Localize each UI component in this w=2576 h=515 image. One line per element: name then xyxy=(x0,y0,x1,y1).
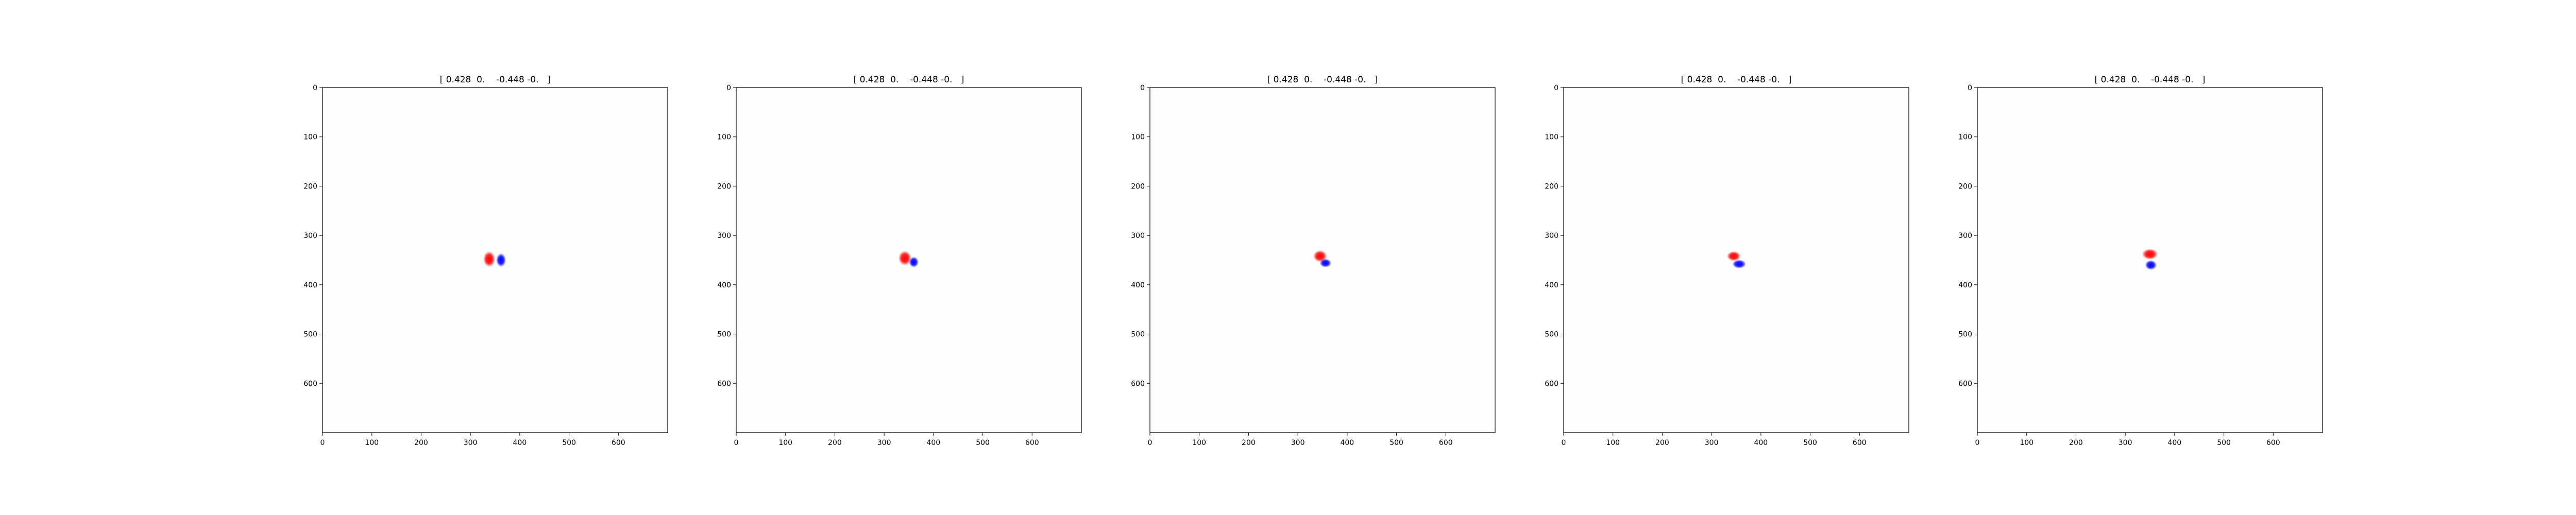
heatmap-image xyxy=(1313,250,1332,268)
x-tick-label: 500 xyxy=(562,439,576,447)
y-tick-label: 200 xyxy=(717,182,731,191)
y-tick-label: 0 xyxy=(1140,84,1145,92)
y-tick-label: 300 xyxy=(717,232,731,240)
x-tick-label: 300 xyxy=(2119,439,2132,447)
y-tick-label: 300 xyxy=(1131,232,1145,240)
panel-4: [ 0.428 0. -0.448 -0. ] 0 100 200 300 400 500 6… xyxy=(1545,75,1909,447)
x-tick-label: 200 xyxy=(414,439,428,447)
y-tick-label: 200 xyxy=(1958,182,1972,191)
x-tick-label: 0 xyxy=(320,439,325,447)
x-tick-label: 300 xyxy=(1705,439,1719,447)
y-tick-label: 0 xyxy=(1554,84,1558,92)
blob-negative xyxy=(909,256,919,268)
heatmap-image xyxy=(898,250,919,268)
chart-title: [ 0.428 0. -0.448 -0. ] xyxy=(2095,75,2206,85)
x-tick-label: 100 xyxy=(2020,439,2033,447)
y-tick-label: 400 xyxy=(303,281,317,289)
y-tick-label: 600 xyxy=(303,380,317,388)
y-tick-label: 600 xyxy=(1958,380,1972,388)
x-tick-label: 400 xyxy=(1340,439,1354,447)
y-tick-label: 100 xyxy=(303,133,317,142)
x-tick-label: 100 xyxy=(778,439,792,447)
y-tick-label: 600 xyxy=(717,380,731,388)
y-tick-label: 500 xyxy=(303,331,317,339)
y-tick-label: 200 xyxy=(1545,182,1558,191)
x-tick-label: 400 xyxy=(1754,439,1768,447)
heatmap-image xyxy=(2142,248,2158,270)
x-tick-label: 0 xyxy=(1562,439,1566,447)
x-tick-label: 400 xyxy=(2167,439,2181,447)
y-tick-label: 0 xyxy=(726,84,731,92)
y-tick-label: 100 xyxy=(717,133,731,142)
x-tick-label: 200 xyxy=(1242,439,1256,447)
blob-negative xyxy=(496,253,506,267)
blob-positive xyxy=(898,250,911,266)
x-tick-label: 200 xyxy=(1655,439,1669,447)
y-tick-label: 300 xyxy=(1545,232,1558,240)
plot-area xyxy=(1977,87,2323,433)
x-tick-label: 0 xyxy=(734,439,739,447)
x-tick-label: 400 xyxy=(926,439,940,447)
x-tick-label: 600 xyxy=(2266,439,2280,447)
panel-2: [ 0.428 0. -0.448 -0. ] 0 100 200 300 400 500 6… xyxy=(717,75,1082,447)
x-tick-label: 500 xyxy=(976,439,990,447)
x-tick-label: 0 xyxy=(1148,439,1153,447)
y-tick-label: 300 xyxy=(1958,232,1972,240)
x-tick-label: 500 xyxy=(1803,439,1817,447)
x-tick-label: 300 xyxy=(464,439,478,447)
x-tick-label: 300 xyxy=(1291,439,1305,447)
x-tick-label: 100 xyxy=(1192,439,1206,447)
x-tick-label: 600 xyxy=(1439,439,1453,447)
heatmap-image xyxy=(1726,251,1747,269)
blob-negative xyxy=(2145,260,2157,270)
blob-negative xyxy=(1732,260,1747,269)
y-tick-label: 300 xyxy=(303,232,317,240)
plot-area xyxy=(322,87,668,433)
chart-title: [ 0.428 0. -0.448 -0. ] xyxy=(1267,75,1378,85)
chart-title: [ 0.428 0. -0.448 -0. ] xyxy=(440,75,551,85)
x-tick-label: 200 xyxy=(2069,439,2083,447)
blob-positive xyxy=(2142,248,2158,260)
x-tick-label: 300 xyxy=(877,439,891,447)
y-tick-label: 500 xyxy=(1958,331,1972,339)
y-tick-label: 100 xyxy=(1131,133,1145,142)
x-tick-label: 100 xyxy=(365,439,379,447)
y-tick-label: 600 xyxy=(1131,380,1145,388)
y-tick-label: 400 xyxy=(1131,281,1145,289)
x-tick-label: 600 xyxy=(1853,439,1867,447)
x-tick-label: 100 xyxy=(1606,439,1620,447)
panel-1: [ 0.428 0. -0.448 -0. ] 0 100 200 300 400 500 6… xyxy=(303,75,668,447)
y-tick-label: 400 xyxy=(1545,281,1558,289)
x-tick-label: 600 xyxy=(612,439,625,447)
x-tick-label: 600 xyxy=(1025,439,1039,447)
blob-positive xyxy=(1726,251,1741,261)
x-tick-label: 500 xyxy=(2217,439,2231,447)
chart-title: [ 0.428 0. -0.448 -0. ] xyxy=(854,75,964,85)
y-tick-label: 500 xyxy=(717,331,731,339)
chart-title: [ 0.428 0. -0.448 -0. ] xyxy=(1681,75,1792,85)
y-tick-label: 200 xyxy=(1131,182,1145,191)
heatmap-image xyxy=(483,251,506,267)
blob-negative xyxy=(1319,259,1332,268)
x-tick-label: 0 xyxy=(1975,439,1980,447)
y-tick-label: 500 xyxy=(1545,331,1558,339)
x-tick-label: 200 xyxy=(828,439,842,447)
y-tick-label: 200 xyxy=(303,182,317,191)
y-tick-label: 100 xyxy=(1958,133,1972,142)
panel-5: [ 0.428 0. -0.448 -0. ] 0 100 200 300 400 500 6… xyxy=(1958,75,2323,447)
x-tick-label: 500 xyxy=(1389,439,1403,447)
y-tick-label: 0 xyxy=(1968,84,1972,92)
y-tick-label: 500 xyxy=(1131,331,1145,339)
y-tick-label: 400 xyxy=(1958,281,1972,289)
blob-positive xyxy=(483,251,495,267)
y-tick-label: 400 xyxy=(717,281,731,289)
panel-3: [ 0.428 0. -0.448 -0. ] 0 100 200 300 400 500 6… xyxy=(1131,75,1496,447)
y-tick-label: 100 xyxy=(1545,133,1558,142)
y-tick-label: 600 xyxy=(1545,380,1558,388)
x-tick-label: 400 xyxy=(513,439,527,447)
y-tick-label: 0 xyxy=(313,84,317,92)
